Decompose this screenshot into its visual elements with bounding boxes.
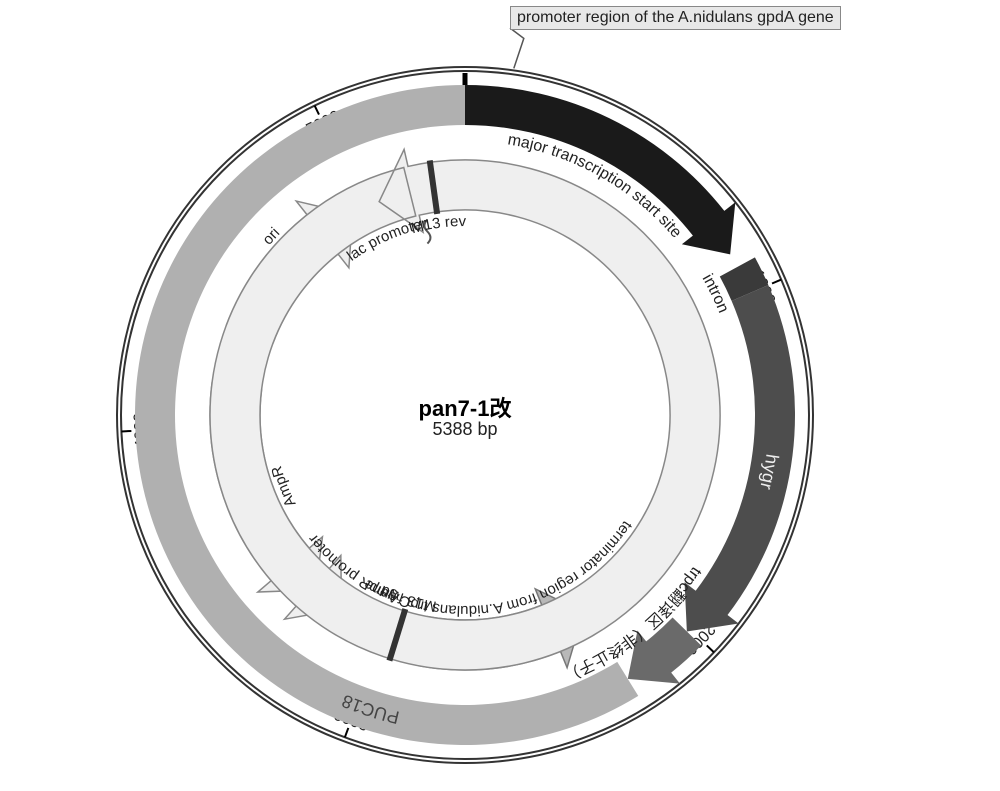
callout-leader xyxy=(510,28,524,68)
plasmid-size: 5388 bp xyxy=(385,419,545,440)
callout-label: promoter region of the A.nidulans gpdA g… xyxy=(510,6,841,30)
plasmid-map: 10002000300040005000major transcription … xyxy=(0,0,1000,791)
